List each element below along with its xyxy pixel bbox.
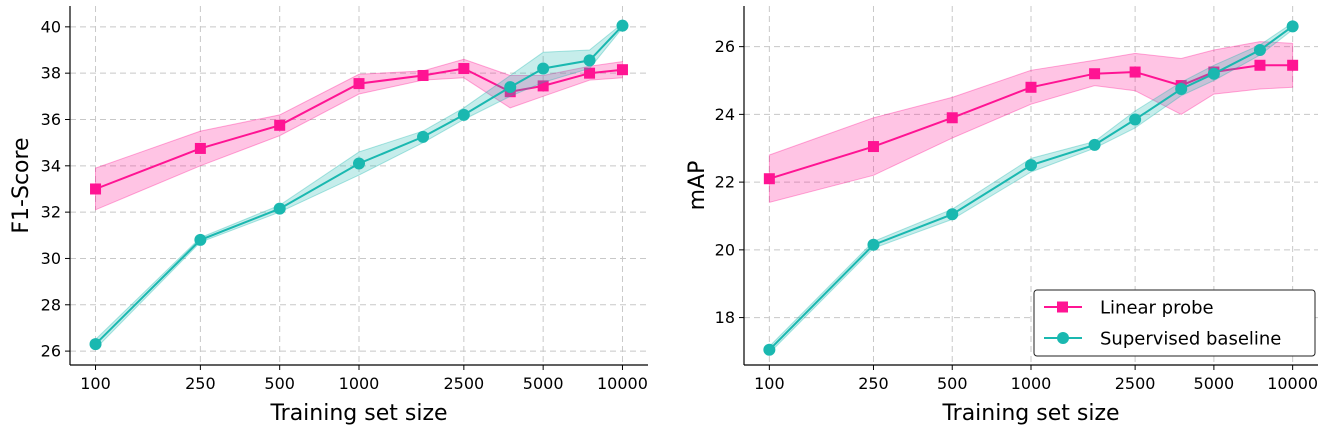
data-point [867,141,879,153]
data-point [537,62,550,75]
confidence-band [95,58,623,211]
data-point [1129,113,1142,126]
x-tick-label: 250 [858,374,889,393]
x-tick-label: 100 [80,374,111,393]
chart-right: 100 250 500 1000 2500 5000 10000 18 20 22 24 26 Trai… [685,6,1318,426]
x-tick-label: 2500 [1115,374,1156,393]
y-tick-label: 30 [41,249,61,268]
legend-marker [1057,332,1069,344]
data-point [274,119,286,131]
data-point [353,157,365,170]
data-point [1253,44,1266,57]
series-linear-probe [90,58,628,211]
legend-linear-probe: Linear probe [1044,298,1214,319]
x-axis-title: Training set size [941,401,1119,426]
y-axis-title: mAP [685,161,710,211]
x-tick-label: 5000 [1194,374,1235,393]
data-point [194,233,207,246]
chart-left: 100 250 500 1000 2500 5000 10000 26 28 30 32 34 36 38… [9,6,648,426]
legend-label: Linear probe [1100,298,1214,319]
y-tick-label: 36 [41,110,61,129]
data-point [583,54,596,67]
x-tick-label: 10000 [1267,374,1318,393]
y-axis-title: F1-Score [9,137,34,233]
data-point [194,142,206,154]
legend-supervised-baseline: Supervised baseline [1044,329,1281,350]
x-tick-label: 5000 [523,374,564,393]
data-point [1207,67,1220,80]
data-point [946,112,958,124]
data-point [417,130,430,143]
data-point [537,80,549,92]
y-tick-label: 20 [715,240,735,259]
data-point [417,69,429,81]
data-point [867,238,880,251]
data-point [457,108,470,121]
x-axis-title: Training set size [269,401,447,426]
data-point [353,78,365,90]
data-point [946,208,959,221]
data-point [1287,59,1299,71]
x-tick-label: 500 [937,374,968,393]
data-point [1025,81,1037,93]
series-line [95,67,623,190]
legend-box [1033,289,1316,357]
legend: Linear probe Supervised baseline [1033,289,1316,357]
series-linear-probe [763,41,1299,204]
y-tick-label: 34 [41,156,61,175]
data-point [1254,59,1266,71]
data-point [504,81,517,94]
x-tick-label: 250 [185,374,216,393]
x-tick-label: 500 [264,374,295,393]
y-tick-label: 32 [41,203,61,222]
data-point [1088,138,1101,151]
x-tick-label: 1000 [339,374,380,393]
data-point [616,19,629,32]
data-point [584,67,596,79]
y-tick-label: 26 [715,37,735,56]
data-point [89,338,102,351]
y-tick-label: 26 [41,342,61,361]
gridlines [70,6,648,365]
data-point [763,343,776,356]
data-point [1089,68,1101,80]
x-tick-label: 2500 [443,374,484,393]
y-tick-label: 18 [715,308,735,327]
data-point [763,173,775,185]
data-point [1025,159,1037,172]
x-tick-label: 1000 [1011,374,1052,393]
series-line [94,25,624,345]
y-tick-label: 22 [715,173,735,192]
data-point [1129,66,1141,78]
x-tick-label: 100 [754,374,785,393]
data-point [458,63,470,75]
y-tick-label: 24 [715,105,735,124]
y-tick-label: 28 [41,295,61,314]
series-supervised-baseline [89,19,629,351]
confidence-band [768,41,1294,204]
legend-label: Supervised baseline [1100,329,1281,350]
data-point [1175,82,1188,95]
series-line [768,25,1294,351]
y-tick-label: 40 [41,17,61,36]
data-point [1286,20,1299,33]
series-line [769,64,1293,180]
legend-marker [1057,301,1068,313]
series-supervised-baseline [763,20,1299,356]
x-tick-label: 10000 [597,374,648,393]
y-tick-label: 38 [41,64,61,83]
gridlines [744,6,1318,365]
data-point [273,202,286,215]
data-point [616,64,628,76]
data-point [90,183,102,195]
